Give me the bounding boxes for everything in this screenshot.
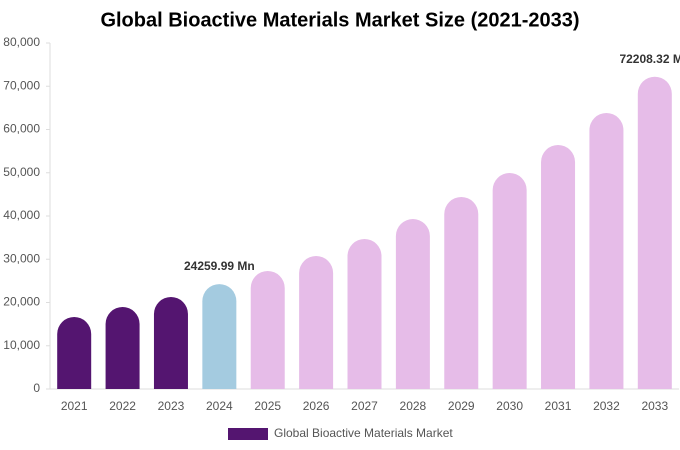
- legend-label: Global Bioactive Materials Market: [274, 426, 453, 440]
- x-tick-label: 2023: [158, 399, 185, 413]
- bar: [541, 145, 576, 389]
- value-label: 24259.99 Mn: [184, 259, 255, 273]
- bar: [250, 271, 285, 389]
- bar: [492, 173, 527, 389]
- bar: [395, 219, 430, 389]
- y-tick-label: 40,000: [3, 208, 40, 222]
- x-tick-label: 2026: [303, 399, 330, 413]
- x-tick-label: 2031: [545, 399, 572, 413]
- bar: [637, 76, 672, 390]
- x-tick-label: 2025: [254, 399, 281, 413]
- x-tick-label: 2027: [351, 399, 378, 413]
- x-tick-label: 2029: [448, 399, 475, 413]
- bar: [589, 112, 624, 389]
- x-tick-label: 2021: [61, 399, 88, 413]
- y-tick-label: 60,000: [3, 122, 40, 136]
- bar: [202, 284, 237, 389]
- x-tick-label: 2028: [400, 399, 427, 413]
- y-tick-label: 20,000: [3, 295, 40, 309]
- value-label: 72208.32 Mn: [619, 52, 680, 66]
- x-tick-label: 2030: [496, 399, 523, 413]
- bar: [105, 306, 140, 389]
- x-tick-label: 2024: [206, 399, 233, 413]
- y-tick-label: 30,000: [3, 251, 40, 265]
- y-tick-label: 70,000: [3, 78, 40, 92]
- bar: [57, 316, 92, 389]
- y-tick-label: 10,000: [3, 338, 40, 352]
- legend-swatch: [228, 428, 268, 440]
- y-tick-label: 0: [33, 381, 40, 395]
- bar: [444, 197, 479, 389]
- bar: [299, 256, 334, 389]
- x-tick-label: 2022: [109, 399, 136, 413]
- x-tick-label: 2032: [593, 399, 620, 413]
- bar: [347, 239, 382, 389]
- bar: [153, 297, 188, 389]
- chart-title: Global Bioactive Materials Market Size (…: [100, 9, 579, 31]
- y-tick-label: 80,000: [3, 35, 40, 49]
- x-tick-label: 2033: [641, 399, 668, 413]
- y-tick-label: 50,000: [3, 165, 40, 179]
